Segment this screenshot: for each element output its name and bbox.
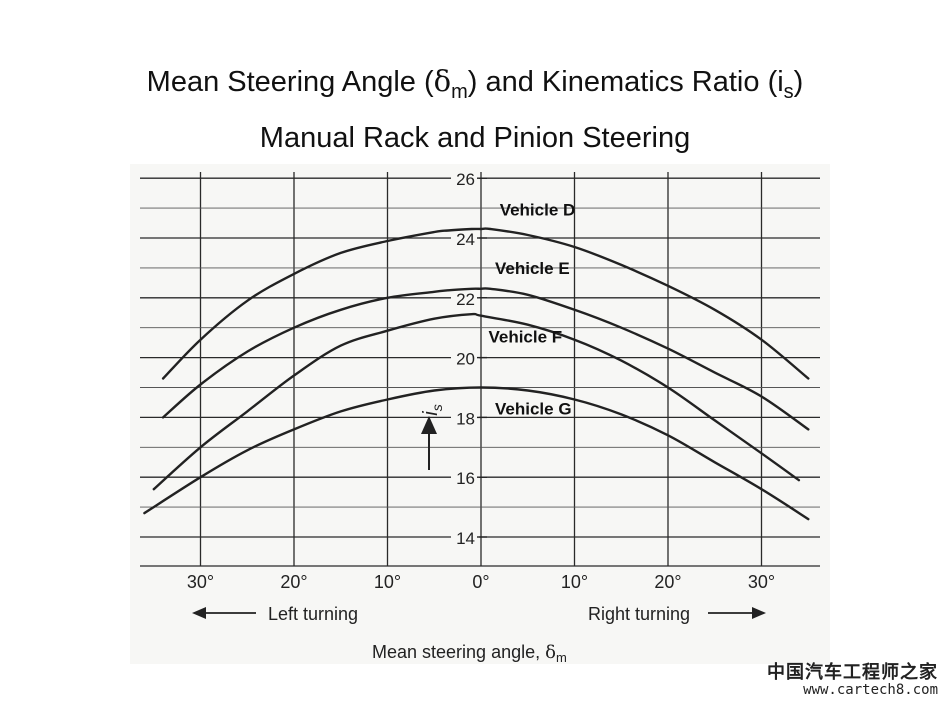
series-line-vehicle-f [152, 312, 801, 491]
watermark: 中国汽车工程师之家 www.cartech8.com [767, 662, 938, 698]
series-line-vehicle-e [161, 287, 810, 431]
y-tick-label: 18 [456, 409, 475, 428]
series-line-vehicle-g [143, 386, 810, 521]
x-tick-label: 0° [472, 572, 489, 592]
y-axis-label: is [420, 404, 445, 415]
watermark-url: www.cartech8.com [803, 681, 938, 698]
y-tick-label-bg [451, 525, 479, 547]
title-delta-subscript: m [451, 81, 468, 103]
y-axis-arrow-head [421, 416, 437, 434]
x-tick-label: 30° [748, 572, 775, 592]
right-turning-arrow-head [752, 607, 766, 619]
y-tick-label: 20 [456, 350, 475, 369]
chart-subtitle: Manual Rack and Pinion Steering [259, 122, 691, 154]
y-tick-label-bg [451, 465, 479, 488]
x-tick-label: 20° [654, 572, 681, 592]
x-axis-label-delta: δ [545, 642, 556, 663]
y-tick-label: 26 [456, 170, 475, 189]
x-tick-label: 10° [374, 572, 401, 592]
x-tick-label: 30° [187, 572, 214, 592]
left-turning-label: Left turning [268, 604, 358, 624]
y-tick-label-bg [451, 166, 479, 189]
series-label-vehicle-f: Vehicle F [488, 328, 562, 347]
y-tick-label: 22 [456, 290, 475, 309]
series-line-vehicle-d [161, 227, 810, 380]
y-tick-label-bg [451, 226, 479, 248]
chart-title: Mean Steering Angle (δm) and Kinematics … [0, 64, 950, 104]
plot-background [130, 164, 830, 664]
y-tick-label-bg [451, 345, 479, 368]
y-tick-label-bg [451, 285, 479, 308]
title-delta-symbol: δ [433, 64, 452, 98]
left-turning-arrow-head [192, 607, 206, 619]
x-tick-label: 20° [280, 572, 307, 592]
y-tick-label: 16 [456, 469, 475, 488]
series-label-vehicle-d: Vehicle D [500, 201, 576, 220]
title-text-middle: ) and Kinematics Ratio (i [467, 66, 784, 98]
y-tick-label: 24 [456, 230, 475, 249]
title-text-prefix: Mean Steering Angle ( [146, 66, 434, 98]
watermark-brand: 中国汽车工程师之家 [767, 662, 938, 683]
series-label-vehicle-e: Vehicle E [495, 259, 570, 278]
title-is-subscript: s [783, 81, 794, 103]
title-text-suffix: ) [793, 66, 804, 98]
y-axis-label-subscript: s [429, 404, 445, 411]
series-label-vehicle-g: Vehicle G [495, 399, 572, 418]
right-turning-label: Right turning [588, 604, 690, 624]
x-axis-label: Mean steering angle, δm [372, 642, 567, 665]
x-axis-label-subscript: m [556, 650, 567, 665]
x-tick-label: 10° [561, 572, 588, 592]
y-tick-label: 14 [456, 529, 475, 548]
y-tick-label-bg [451, 405, 479, 428]
